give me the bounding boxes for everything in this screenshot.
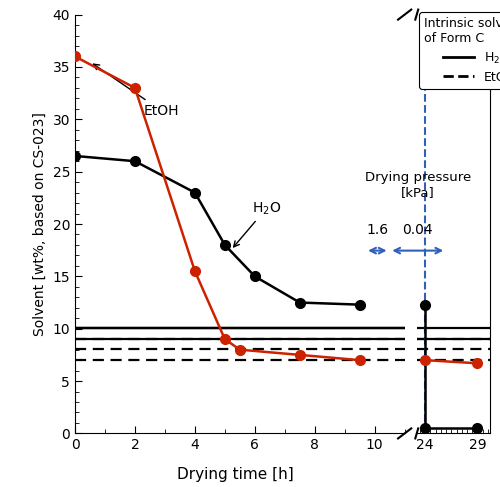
Text: 0.04: 0.04 xyxy=(402,223,433,237)
Text: 1.6: 1.6 xyxy=(366,223,388,237)
Text: Drying time [h]: Drying time [h] xyxy=(176,467,294,482)
Legend: H$_2$O, EtOH: H$_2$O, EtOH xyxy=(420,13,500,89)
Y-axis label: Solvent [wt%, based on CS-023]: Solvent [wt%, based on CS-023] xyxy=(33,112,47,336)
Text: Drying pressure
[kPa]: Drying pressure [kPa] xyxy=(364,171,471,199)
Text: EtOH: EtOH xyxy=(94,64,180,118)
Text: H$_2$O: H$_2$O xyxy=(234,200,281,247)
